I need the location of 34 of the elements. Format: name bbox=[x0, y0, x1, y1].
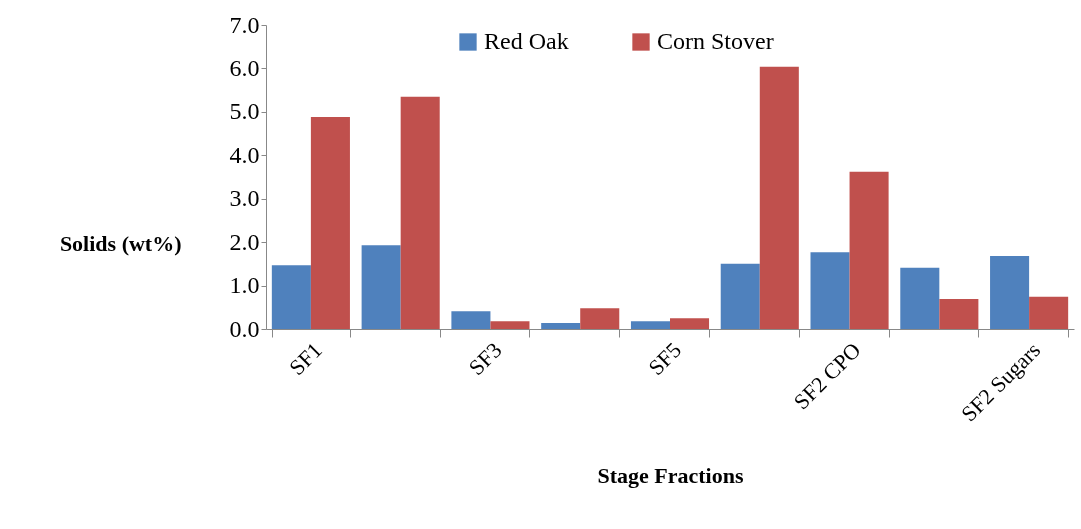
bar bbox=[849, 171, 889, 329]
bar bbox=[720, 263, 760, 329]
bar bbox=[670, 318, 710, 329]
bar bbox=[990, 256, 1030, 329]
bar bbox=[490, 321, 530, 329]
bar bbox=[759, 66, 799, 329]
bar bbox=[810, 252, 850, 329]
x-tick-label: SF2 CPO bbox=[788, 337, 866, 415]
x-tick-label: SF5 bbox=[643, 337, 687, 381]
y-tick-label: 5.0 bbox=[229, 98, 260, 125]
bar bbox=[939, 299, 979, 329]
bar bbox=[630, 321, 670, 329]
x-tick-label: SF1 bbox=[284, 337, 327, 381]
bar bbox=[541, 322, 581, 329]
bar bbox=[271, 265, 311, 329]
y-tick-label: 6.0 bbox=[229, 54, 260, 81]
y-tick-label: 0.0 bbox=[229, 315, 260, 342]
y-tick-label: 1.0 bbox=[229, 272, 260, 299]
bar bbox=[310, 117, 350, 329]
y-axis-title: Solids (wt%) bbox=[59, 230, 182, 256]
y-tick-label: 4.0 bbox=[229, 141, 260, 168]
y-tick-label: 2.0 bbox=[229, 228, 260, 255]
y-tick-label: 7.0 bbox=[229, 11, 260, 38]
x-tick-label: SF3 bbox=[463, 337, 507, 381]
bar bbox=[451, 311, 491, 329]
bar bbox=[400, 96, 440, 329]
legend-label: Red Oak bbox=[484, 28, 569, 54]
legend-label: Corn Stover bbox=[657, 28, 774, 54]
bar bbox=[1029, 296, 1069, 329]
x-axis-title: Stage Fractions bbox=[597, 462, 744, 488]
bar bbox=[580, 308, 620, 329]
y-tick-label: 3.0 bbox=[229, 185, 260, 212]
bar bbox=[361, 245, 401, 329]
bar bbox=[900, 267, 940, 329]
